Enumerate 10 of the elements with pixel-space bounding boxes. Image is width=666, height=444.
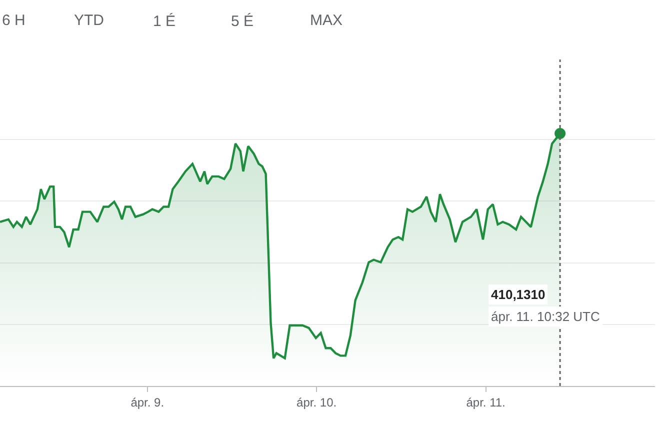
text: 5 É <box>231 12 254 30</box>
text: 1 É <box>153 12 176 30</box>
x-tick-label: ápr. 11. <box>466 395 506 410</box>
x-tick-label: ápr. 10. <box>296 395 337 410</box>
text: YTD <box>74 12 104 29</box>
annotation: 410,1310 <box>491 287 546 302</box>
text: MAX <box>310 12 343 29</box>
text: 6 H <box>2 12 26 29</box>
x-tick-label: ápr. 9. <box>130 395 164 410</box>
annotation: ápr. 11. 10:32 UTC <box>491 309 600 324</box>
